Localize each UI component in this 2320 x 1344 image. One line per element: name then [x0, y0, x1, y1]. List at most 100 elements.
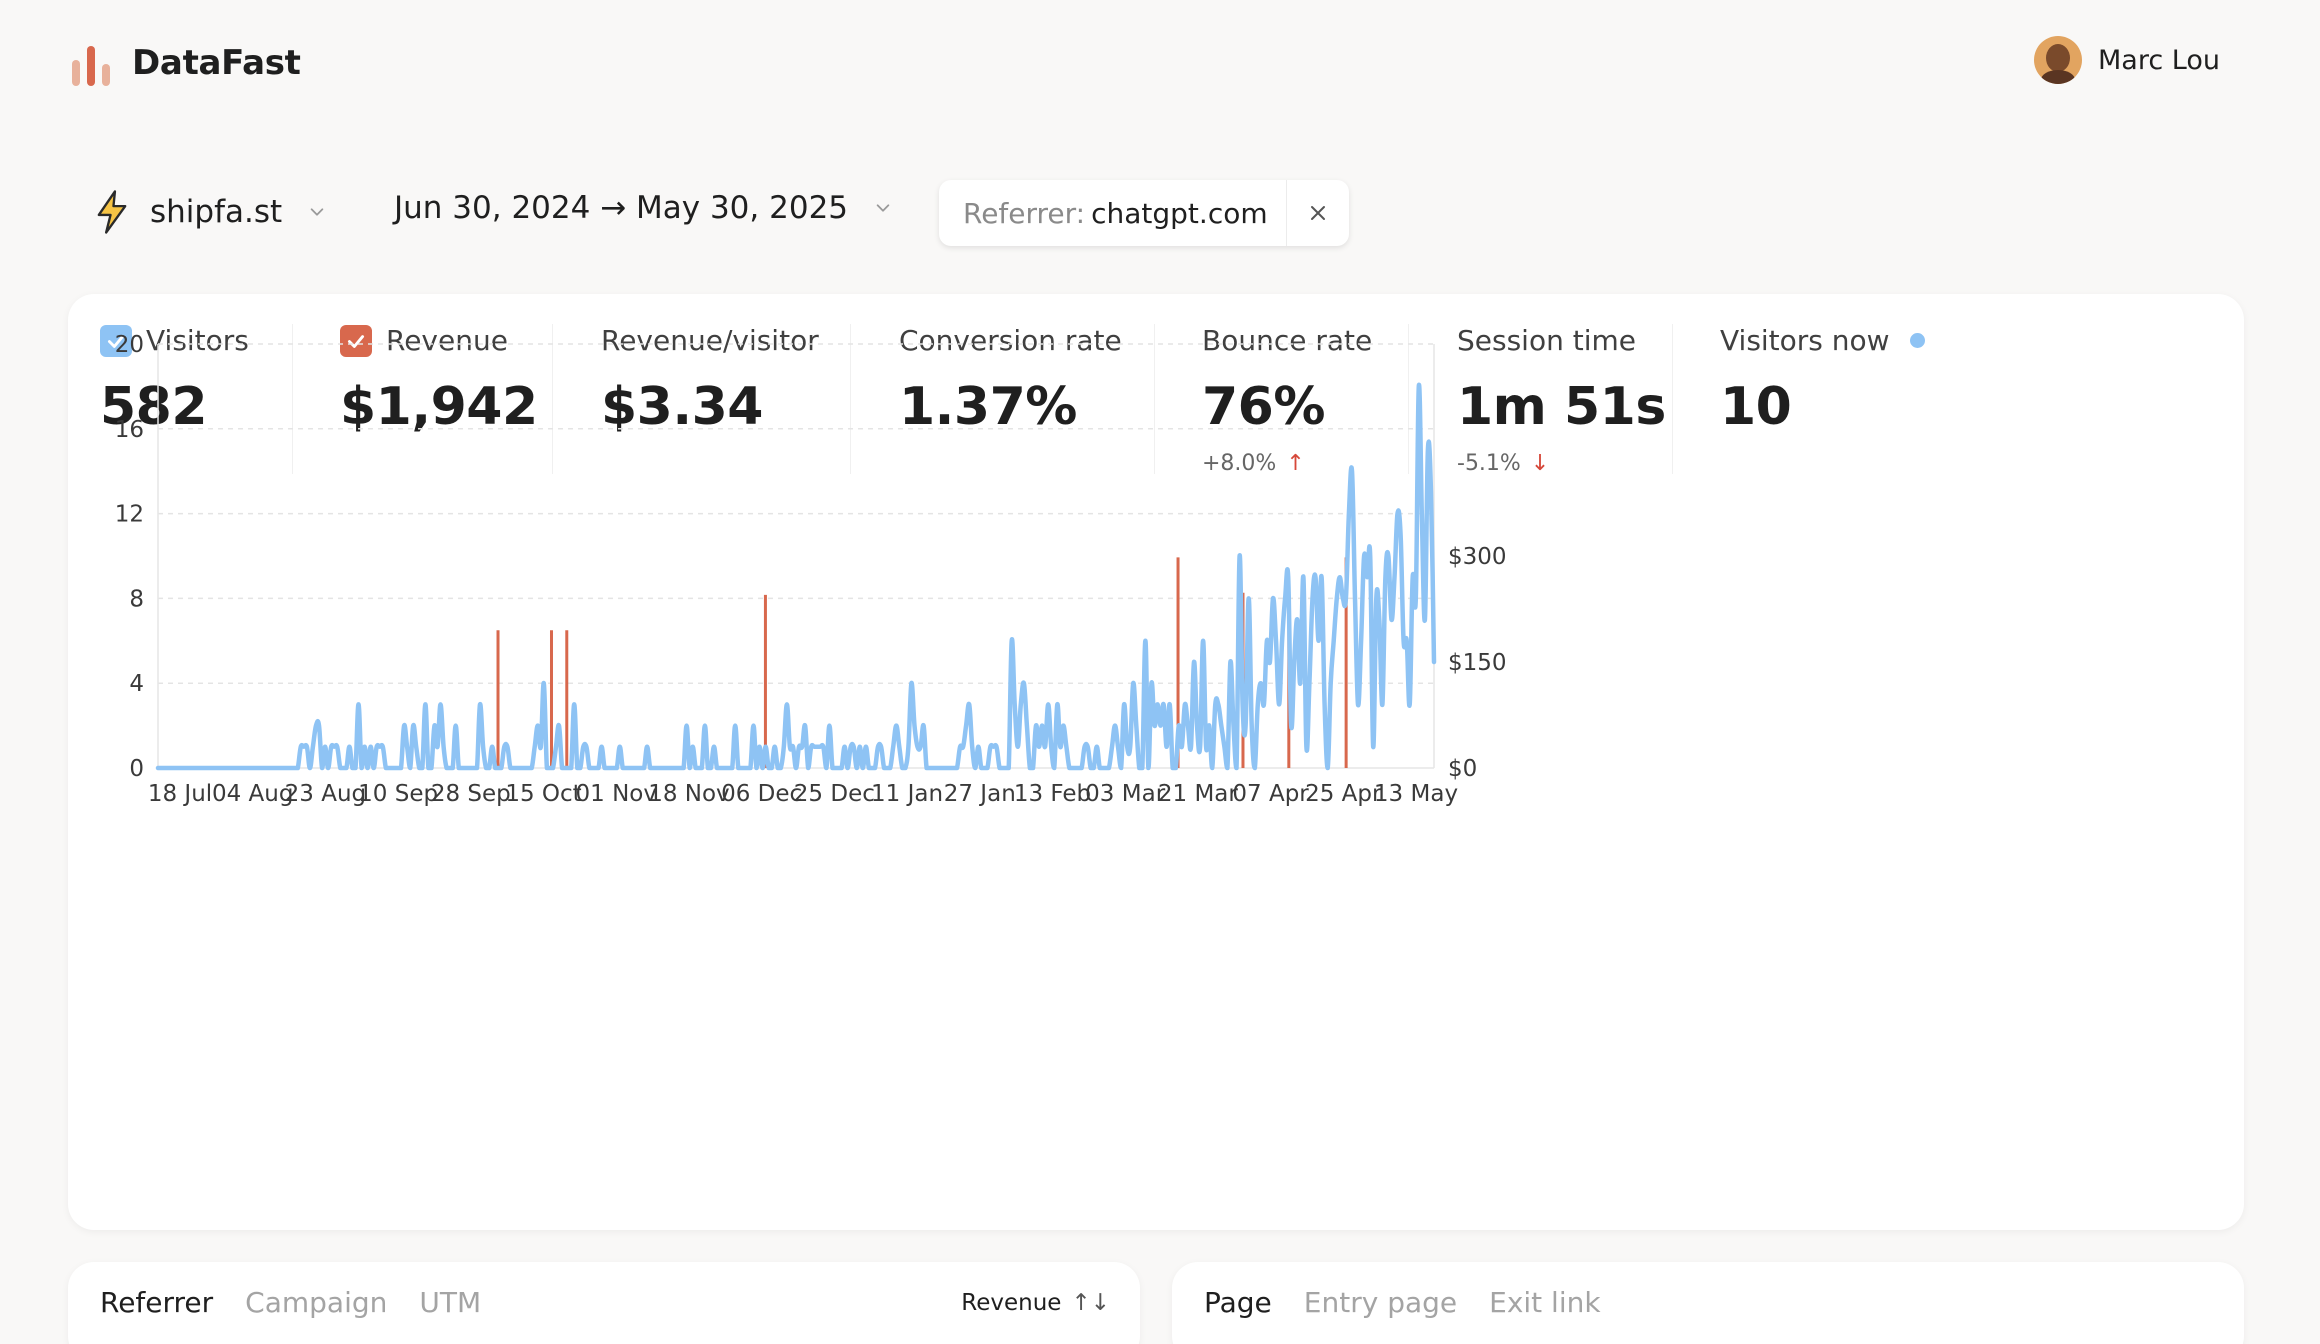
- metric-value: 1m 51s: [1457, 377, 1666, 437]
- arrow-up-icon: ↑: [1286, 451, 1305, 476]
- x-tick-label: 25 Dec: [794, 781, 875, 807]
- x-tick-label: 10 Sep: [358, 781, 438, 807]
- referrer-filter-chip[interactable]: Referrer: chatgpt.com: [939, 180, 1349, 246]
- metric-label: Revenue: [386, 324, 508, 357]
- x-tick-label: 03 Mar: [1085, 781, 1166, 807]
- metric-label: Bounce rate: [1202, 324, 1373, 357]
- tab-utm[interactable]: UTM: [419, 1286, 482, 1319]
- sort-icon: ↑↓: [1071, 1290, 1110, 1316]
- metric-bounce-rate: Bounce rate 76% +8.0% ↑: [1202, 324, 1372, 476]
- overview-card: Visitors 582 Revenue $1,942 Revenue/visi…: [68, 294, 2244, 1230]
- tab-referrer[interactable]: Referrer: [100, 1286, 214, 1319]
- divider: [552, 324, 553, 474]
- chevron-down-icon: [876, 204, 890, 212]
- close-icon: [1310, 206, 1325, 220]
- y-tick-label: 12: [115, 502, 144, 528]
- y-tick-label: 4: [129, 671, 144, 697]
- divider: [1408, 324, 1409, 474]
- x-tick-label: 04 Aug: [212, 781, 294, 807]
- metric-value: 76%: [1202, 377, 1325, 437]
- brand-logo[interactable]: DataFast: [72, 40, 301, 86]
- logo-icon: [72, 40, 110, 86]
- y-tick-label: 0: [129, 756, 144, 782]
- site-selector[interactable]: shipfa.st: [94, 190, 326, 234]
- y2-tick-label: $150: [1448, 650, 1507, 676]
- tab-campaign[interactable]: Campaign: [245, 1286, 388, 1319]
- x-tick-label: 25 Apr: [1305, 781, 1382, 807]
- x-tick-label: 27 Jan: [944, 781, 1016, 807]
- tab-exit-link[interactable]: Exit link: [1489, 1286, 1601, 1319]
- sort-label: Revenue: [961, 1290, 1062, 1316]
- delta-value: -5.1%: [1457, 451, 1521, 476]
- sort-by-revenue-button[interactable]: Revenue ↑↓: [961, 1290, 1110, 1316]
- x-tick-label: 21 Mar: [1158, 781, 1239, 807]
- site-name: shipfa.st: [150, 194, 283, 230]
- metric-value: 10: [1720, 377, 1792, 437]
- divider: [850, 324, 851, 474]
- metric-delta: -5.1% ↓: [1457, 451, 1666, 476]
- tab-entry-page[interactable]: Entry page: [1303, 1286, 1458, 1319]
- divider: [1154, 324, 1155, 474]
- x-tick-label: 28 Sep: [431, 781, 511, 807]
- metric-conversion-rate: Conversion rate 1.37%: [899, 324, 1122, 437]
- metric-value: 582: [100, 377, 208, 437]
- metric-revenue[interactable]: Revenue $1,942: [340, 324, 538, 437]
- user-menu[interactable]: Marc Lou: [2034, 36, 2220, 84]
- check-icon: [347, 334, 365, 348]
- x-tick-label: 01 Nov: [576, 781, 657, 807]
- metric-label: Revenue/visitor: [601, 324, 819, 357]
- y-tick-label: 16: [115, 417, 144, 443]
- revenue-checkbox[interactable]: [340, 324, 372, 357]
- x-tick-label: 13 May: [1374, 781, 1458, 807]
- filter-bar: shipfa.st Jun 30, 2024 → May 30, 2025 Re…: [0, 178, 2320, 248]
- sources-card: Referrer Campaign UTM Revenue ↑↓: [68, 1262, 1140, 1344]
- metric-label: Session time: [1457, 324, 1636, 357]
- remove-filter-button[interactable]: [1287, 180, 1349, 246]
- metric-visitors-now: Visitors now 10: [1720, 324, 1925, 437]
- y-tick-label: 8: [129, 586, 144, 612]
- live-dot-icon: [1909, 333, 1925, 348]
- metric-visitors[interactable]: Visitors 582: [100, 324, 249, 437]
- metric-session-time: Session time 1m 51s -5.1% ↓: [1457, 324, 1666, 476]
- filter-value: chatgpt.com: [1091, 196, 1268, 230]
- date-range: Jun 30, 2024 → May 30, 2025: [394, 190, 849, 226]
- metric-value: $3.34: [601, 377, 763, 437]
- x-tick-label: 07 Apr: [1232, 781, 1309, 807]
- y2-tick-label: $300: [1448, 544, 1507, 570]
- y-tick-label: 20: [115, 332, 144, 358]
- y2-tick-label: $0: [1448, 756, 1477, 782]
- metric-delta: +8.0% ↑: [1202, 451, 1372, 476]
- tab-page[interactable]: Page: [1204, 1286, 1272, 1319]
- app-header: DataFast Marc Lou: [0, 0, 2320, 130]
- delta-value: +8.0%: [1202, 451, 1277, 476]
- chevron-down-icon: [310, 208, 324, 216]
- x-tick-label: 18 Nov: [648, 781, 729, 807]
- x-tick-label: 23 Aug: [285, 781, 367, 807]
- metric-value: $1,942: [340, 377, 538, 437]
- x-tick-label: 18 Jul: [148, 781, 212, 807]
- divider: [292, 324, 293, 474]
- divider: [1672, 324, 1673, 474]
- filter-key: Referrer:: [963, 196, 1086, 230]
- arrow-down-icon: ↓: [1530, 451, 1550, 476]
- metric-label: Visitors now: [1720, 324, 1890, 357]
- x-tick-label: 15 Oct: [505, 781, 581, 807]
- filter-chip-label[interactable]: Referrer: chatgpt.com: [939, 180, 1287, 246]
- metric-revenue-per-visitor: Revenue/visitor $3.34: [601, 324, 819, 437]
- lightning-icon: [97, 190, 127, 234]
- metric-label: Conversion rate: [899, 324, 1122, 357]
- metric-label: Visitors: [146, 324, 249, 357]
- check-icon: [107, 334, 125, 348]
- metric-value: 1.37%: [899, 377, 1077, 437]
- x-tick-label: 13 Feb: [1014, 781, 1091, 807]
- user-name: Marc Lou: [2098, 44, 2220, 76]
- brand-name: DataFast: [132, 43, 301, 83]
- date-range-selector[interactable]: Jun 30, 2024 → May 30, 2025: [394, 190, 892, 226]
- x-tick-label: 06 Dec: [721, 781, 802, 807]
- avatar[interactable]: [2034, 36, 2083, 84]
- visitors-line: [155, 382, 1437, 771]
- visitors-checkbox[interactable]: [100, 324, 132, 357]
- x-tick-label: 11 Jan: [871, 781, 943, 807]
- pages-card: Page Entry page Exit link: [1172, 1262, 2244, 1344]
